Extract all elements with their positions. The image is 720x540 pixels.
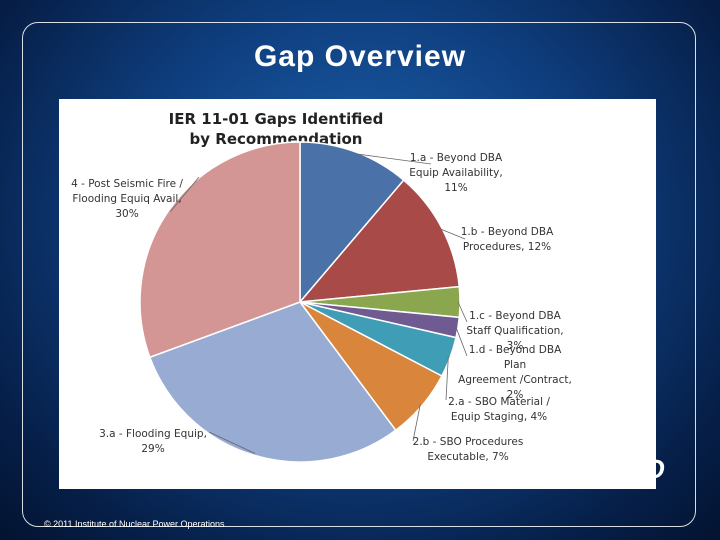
leader-line — [439, 228, 466, 240]
leader-line — [455, 327, 468, 357]
copyright-footer: © 2011 Institute of Nuclear Power Operat… — [44, 519, 225, 529]
slice-label: 1.b - Beyond DBA Procedures, 12% — [461, 226, 554, 253]
pie-chart: IER 11-01 Gaps Identified by Recommendat… — [59, 99, 656, 489]
inpo-logo: INPO — [598, 454, 666, 484]
slice-label: 2.b - SBO Procedures Executable, 7% — [413, 436, 524, 463]
slice-label: 1.c - Beyond DBA Staff Qualification, 3% — [466, 310, 563, 352]
chart-title-line-1: IER 11-01 Gaps Identified — [169, 110, 384, 128]
slice-label: 3.a - Flooding Equip, 29% — [99, 428, 207, 455]
leader-line — [457, 301, 468, 323]
pie-slice — [298, 179, 461, 303]
pie-slice — [139, 141, 301, 359]
slice-label: 1.a - Beyond DBA Equip Availability, 11% — [409, 152, 503, 194]
leader-line — [412, 404, 421, 442]
slice-label: 4 - Post Seismic Fire / Flooding Equiq Av… — [71, 178, 183, 220]
slice-label: 2.a - SBO Material / Equip Staging, 4% — [448, 396, 550, 423]
leader-line — [354, 153, 432, 165]
pie-chart-svg: IER 11-01 Gaps Identified by Recommendat… — [71, 110, 572, 463]
pie-slice — [148, 301, 397, 463]
slice-label: 1.d - Beyond DBA Plan Agreement /Contract,… — [458, 344, 572, 401]
slide-frame — [22, 22, 696, 527]
leader-line — [445, 356, 449, 401]
leader-line — [208, 431, 256, 454]
leader-line — [170, 176, 200, 212]
slide-title: Gap Overview — [253, 40, 467, 73]
pie-slice — [299, 141, 405, 305]
